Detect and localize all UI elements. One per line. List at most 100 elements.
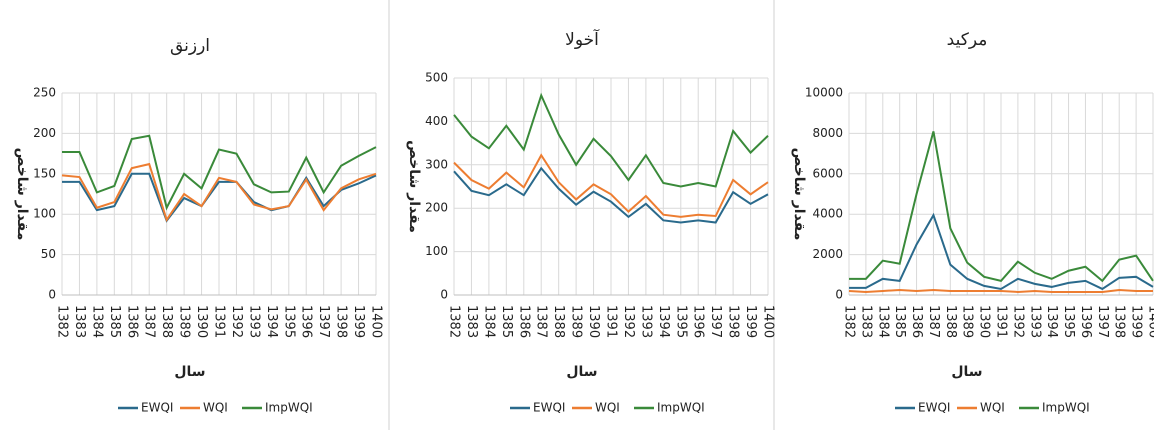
y-tick-label: 6000	[812, 166, 843, 180]
x-tick-label: 1397	[708, 305, 723, 338]
legend-label: EWQI	[141, 401, 173, 415]
y-tick-label: 4000	[812, 207, 843, 221]
x-tick-label: 1398	[1112, 305, 1127, 338]
x-tick-label: 1394	[656, 305, 671, 338]
chart-title: ارزنق	[170, 36, 210, 56]
series-line	[453, 153, 769, 218]
x-tick-label: 1400	[761, 305, 776, 338]
x-tick-label: 1393	[246, 305, 261, 338]
y-axis-label: مقدار شاخص	[406, 140, 422, 233]
y-tick-label: 100	[33, 207, 56, 221]
x-tick-label: 1387	[142, 305, 157, 338]
x-tick-label: 1383	[72, 305, 87, 338]
x-tick-label: 1389	[177, 305, 192, 338]
x-tick-label: 1393	[1027, 305, 1042, 338]
y-axis-label: مقدار شاخص	[14, 148, 30, 241]
x-tick-label: 1392	[1010, 305, 1025, 338]
y-tick-label: 0	[440, 288, 448, 302]
x-tick-label: 1397	[316, 305, 331, 338]
series-line	[453, 92, 769, 188]
x-tick-label: 1386	[124, 305, 139, 338]
y-tick-label: 100	[425, 244, 448, 258]
x-tick-label: 1389	[960, 305, 975, 338]
x-tick-label: 1399	[1129, 305, 1144, 338]
legend-label: ImpWQI	[265, 401, 313, 415]
x-tick-label: 1392	[621, 305, 636, 338]
y-tick-label: 500	[425, 71, 448, 85]
series-line	[849, 212, 1154, 291]
y-tick-label: 8000	[812, 126, 843, 140]
x-tick-label: 1395	[673, 305, 688, 338]
x-tick-label: 1383	[858, 305, 873, 338]
x-tick-label: 1393	[638, 305, 653, 338]
series-line	[453, 166, 769, 224]
x-tick-label: 1382	[55, 305, 70, 338]
x-tick-label: 1388	[943, 305, 958, 338]
x-tick-label: 1384	[875, 305, 890, 338]
y-tick-label: 0	[48, 288, 56, 302]
legend-label: WQI	[980, 401, 1005, 415]
x-tick-label: 1399	[351, 305, 366, 338]
legend-label: EWQI	[533, 401, 565, 415]
x-tick-label: 1390	[586, 305, 601, 338]
x-tick-label: 1395	[1061, 305, 1076, 338]
x-tick-label: 1400	[369, 305, 384, 338]
y-tick-label: 150	[33, 166, 56, 180]
x-tick-label: 1383	[464, 305, 479, 338]
chart-title: مرکید	[947, 30, 988, 50]
x-tick-label: 1399	[743, 305, 758, 338]
y-tick-label: 200	[425, 201, 448, 215]
x-tick-label: 1388	[551, 305, 566, 338]
x-axis-label: سال	[174, 364, 205, 380]
x-tick-label: 1391	[604, 305, 619, 338]
x-tick-label: 1400	[1146, 305, 1154, 338]
x-tick-label: 1382	[447, 305, 462, 338]
series-line	[848, 288, 1153, 293]
series-line	[62, 172, 377, 223]
x-tick-label: 1396	[299, 305, 314, 338]
x-tick-label: 1397	[1095, 305, 1110, 338]
x-tick-label: 1390	[977, 305, 992, 338]
x-tick-label: 1395	[281, 305, 296, 338]
legend-label: WQI	[203, 401, 228, 415]
series-line	[849, 131, 1154, 283]
chart-title: آخولا	[565, 28, 600, 50]
x-tick-label: 1386	[516, 305, 531, 338]
x-tick-label: 1394	[264, 305, 279, 338]
y-tick-label: 0	[835, 288, 843, 302]
x-tick-label: 1391	[994, 305, 1009, 338]
x-tick-label: 1387	[534, 305, 549, 338]
x-tick-label: 1396	[1078, 305, 1093, 338]
x-tick-label: 1385	[892, 305, 907, 338]
x-tick-label: 1385	[499, 305, 514, 338]
x-tick-label: 1387	[926, 305, 941, 338]
x-tick-label: 1390	[194, 305, 209, 338]
legend-label: EWQI	[918, 401, 950, 415]
series-line	[61, 162, 377, 223]
y-tick-label: 300	[425, 157, 448, 171]
x-tick-label: 1394	[1044, 305, 1059, 338]
y-axis-label: مقدار شاخص	[791, 148, 807, 241]
x-tick-label: 1398	[334, 305, 349, 338]
x-axis-label: سال	[566, 364, 597, 380]
x-axis-label: سال	[951, 364, 982, 380]
x-tick-label: 1391	[212, 305, 227, 338]
x-tick-label: 1382	[842, 305, 857, 338]
series-line	[62, 134, 377, 211]
x-tick-label: 1384	[89, 305, 104, 338]
x-tick-label: 1388	[159, 305, 174, 338]
y-tick-label: 200	[33, 126, 56, 140]
x-tick-label: 1392	[229, 305, 244, 338]
y-tick-label: 250	[33, 86, 56, 100]
x-tick-label: 1386	[909, 305, 924, 338]
legend-label: ImpWQI	[657, 401, 705, 415]
x-tick-label: 1396	[691, 305, 706, 338]
y-tick-label: 50	[41, 247, 56, 261]
x-tick-label: 1385	[107, 305, 122, 338]
x-tick-label: 1389	[569, 305, 584, 338]
x-tick-label: 1398	[726, 305, 741, 338]
y-tick-label: 400	[425, 114, 448, 128]
legend-label: WQI	[595, 401, 620, 415]
